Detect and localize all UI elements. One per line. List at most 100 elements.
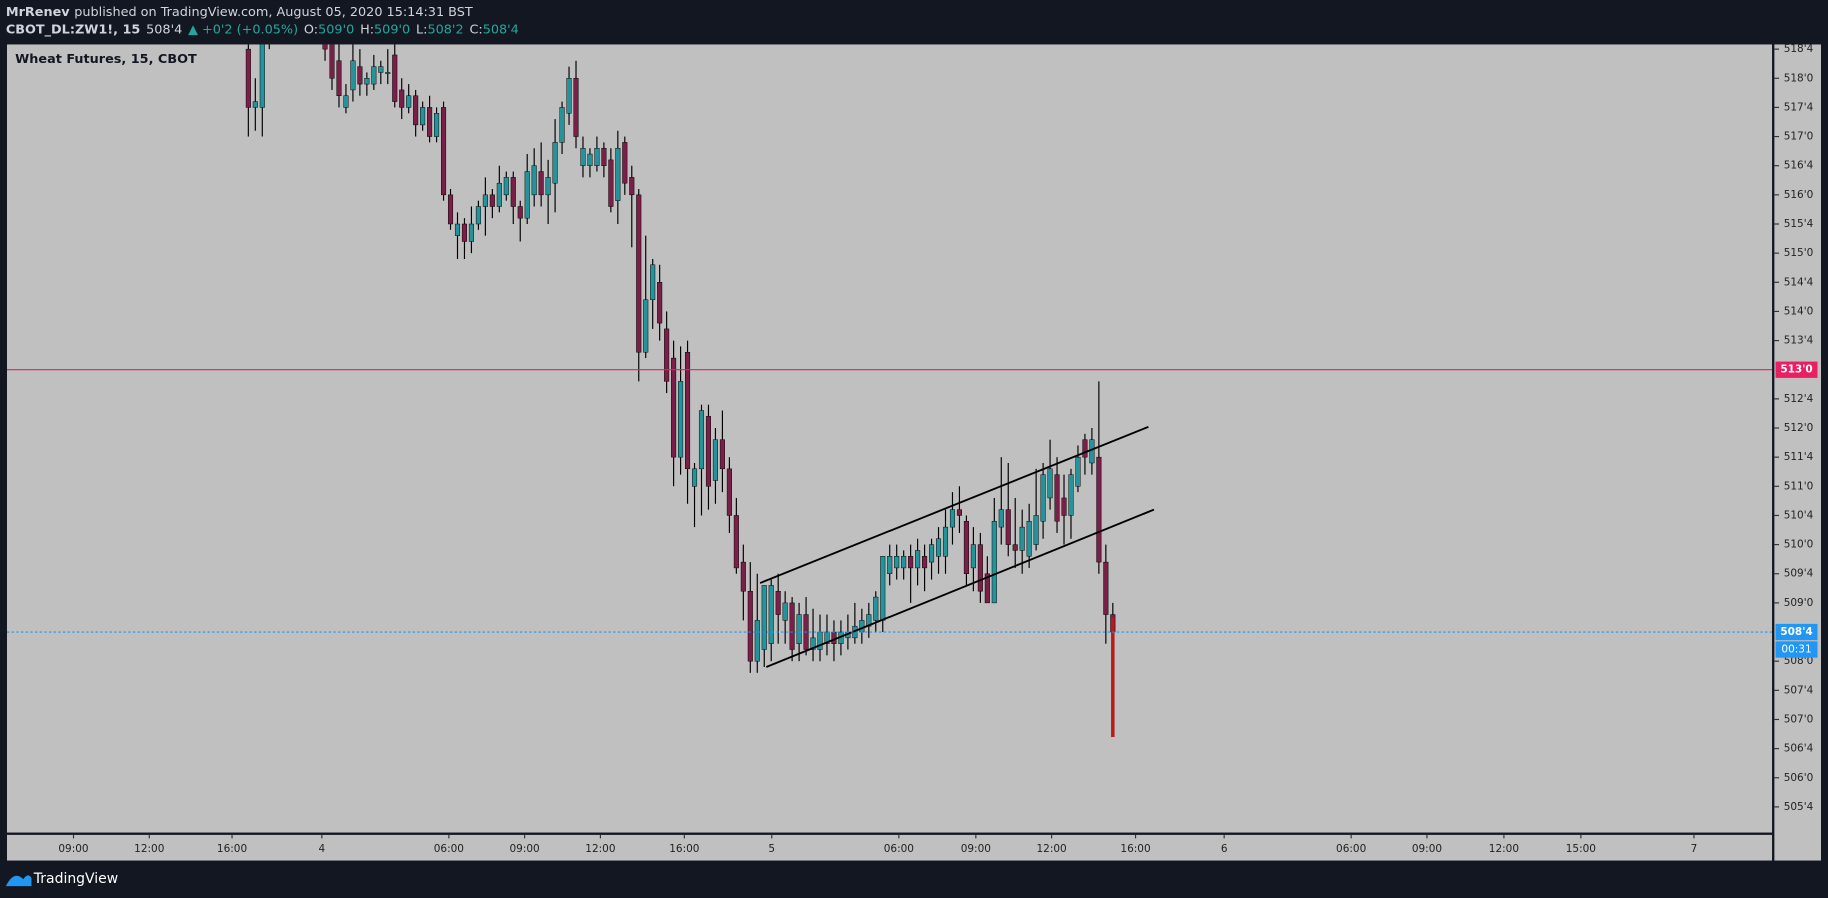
candle-body xyxy=(949,509,956,528)
candle-body xyxy=(998,509,1004,528)
candle-body xyxy=(691,468,698,487)
y-tick-label: 518'4 xyxy=(1784,43,1814,55)
candle-body xyxy=(643,299,649,353)
candle-body xyxy=(461,223,467,242)
candle-body xyxy=(1096,456,1102,563)
publisher: MrRenev published on TradingView.com, Aug… xyxy=(6,4,473,19)
y-tick-label: 515'4 xyxy=(1784,218,1814,230)
candle-body xyxy=(678,381,684,458)
y-tick-label: 506'4 xyxy=(1784,743,1814,755)
candle-body xyxy=(1019,526,1025,551)
candle-body xyxy=(420,107,426,126)
candle-body xyxy=(566,78,572,114)
x-tick-label: 09:00 xyxy=(58,843,88,855)
candle-body xyxy=(831,631,837,644)
tradingview-logo xyxy=(5,875,32,887)
candle-body xyxy=(601,147,607,166)
candle-body xyxy=(963,521,969,574)
x-tick-label: 15:00 xyxy=(1566,843,1596,855)
candle-body xyxy=(594,147,600,166)
candle-body xyxy=(399,89,405,108)
candle-body xyxy=(573,78,579,137)
candle-body xyxy=(1047,468,1053,499)
x-tick-label: 06:00 xyxy=(884,843,914,855)
candle-body xyxy=(810,637,816,650)
channel-line xyxy=(759,425,1149,584)
candle-body xyxy=(1054,474,1060,522)
y-tick-label: 516'0 xyxy=(1784,189,1814,201)
candle-body xyxy=(956,509,962,516)
candle-body xyxy=(587,153,593,166)
candle-body xyxy=(517,206,523,219)
candle-body xyxy=(873,596,879,621)
candle-body xyxy=(935,538,942,557)
candle-body xyxy=(685,352,691,470)
candle-body xyxy=(1082,439,1088,458)
candle-body xyxy=(1061,497,1067,516)
x-tick-label: 6 xyxy=(1221,843,1228,855)
candle-body xyxy=(538,171,544,196)
candle-body xyxy=(817,631,823,650)
candle-body xyxy=(1033,515,1039,545)
candle-body xyxy=(824,631,830,644)
plot-area xyxy=(6,44,1773,833)
y-tick-label: 513'4 xyxy=(1784,335,1814,347)
y-tick-label: 514'4 xyxy=(1784,276,1814,288)
candle-body xyxy=(775,590,781,615)
y-tick-label: 516'4 xyxy=(1784,160,1814,172)
candle-body xyxy=(364,78,370,85)
price-line-label-box xyxy=(1775,361,1818,378)
candle-body xyxy=(991,521,997,604)
candle-body xyxy=(608,159,614,207)
candle-body xyxy=(545,177,551,196)
candle-body xyxy=(880,556,886,621)
y-tick-label: 507'0 xyxy=(1784,713,1814,725)
candle-body xyxy=(441,107,447,196)
candle-body xyxy=(636,194,642,353)
candle-body xyxy=(908,556,914,569)
candle-body xyxy=(698,410,705,470)
y-tick-label: 509'0 xyxy=(1784,597,1814,609)
y-tick-label: 515'0 xyxy=(1784,247,1814,259)
channel-line xyxy=(765,508,1155,668)
candle-body xyxy=(726,468,732,516)
candle-body xyxy=(259,44,265,108)
y-tick-label: 512'0 xyxy=(1784,422,1814,434)
x-tick-label: 12:00 xyxy=(585,843,615,855)
candle-body xyxy=(782,602,788,621)
x-tick-label: 12:00 xyxy=(134,843,164,855)
candle-body xyxy=(336,60,342,96)
candle-body xyxy=(712,439,718,481)
candle-body xyxy=(343,95,349,108)
candle-body xyxy=(719,439,725,470)
y-tick-label: 510'4 xyxy=(1784,509,1814,521)
candle-body xyxy=(454,223,461,236)
candle-body xyxy=(1068,474,1074,516)
candle-body xyxy=(357,66,363,85)
candle-body xyxy=(977,544,983,592)
candle-body xyxy=(580,147,586,166)
price-line-label-box xyxy=(1775,623,1818,641)
x-tick-label: 16:00 xyxy=(1120,843,1150,855)
candle-body xyxy=(1075,456,1081,487)
countdown: 00:31 xyxy=(1781,644,1811,656)
candle-body xyxy=(650,264,656,301)
price-line-label: 513'0 xyxy=(1780,364,1812,376)
candle-body xyxy=(733,515,739,569)
candle-body xyxy=(1026,521,1032,557)
candle-body xyxy=(524,171,530,219)
price-axis xyxy=(1774,44,1822,861)
x-tick-label: 5 xyxy=(768,843,775,855)
candle-body xyxy=(657,282,663,324)
candle-body xyxy=(552,142,558,184)
candle-body xyxy=(531,165,537,196)
candle-body xyxy=(922,556,928,569)
candle-body xyxy=(1012,544,1018,551)
x-tick-label: 16:00 xyxy=(669,843,699,855)
candle-body xyxy=(740,561,746,592)
y-tick-label: 518'0 xyxy=(1784,72,1814,84)
x-tick-label: 12:00 xyxy=(1036,843,1066,855)
symbol-line: CBOT_DL:ZW1!, 15 508'4 ▲ +0'2 (+0.05%) O:50… xyxy=(6,22,519,37)
x-tick-label: 06:00 xyxy=(434,843,464,855)
